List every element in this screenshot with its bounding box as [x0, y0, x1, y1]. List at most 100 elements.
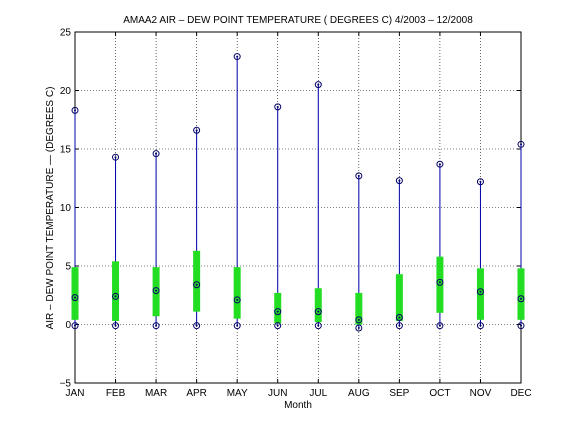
max-marker-dot: [438, 163, 441, 166]
x-tick-label: FEB: [106, 388, 126, 399]
min-marker-dot: [520, 324, 522, 327]
max-marker: [274, 103, 282, 111]
min-marker: [314, 322, 322, 330]
iqr-box: [476, 268, 484, 320]
x-tick-label: MAY: [227, 388, 248, 399]
min-marker: [274, 322, 282, 330]
max-marker: [314, 81, 322, 89]
x-tick-label: AUG: [348, 388, 370, 399]
mean-marker-dot: [479, 290, 482, 293]
min-marker: [517, 322, 525, 330]
min-marker-dot: [438, 324, 441, 327]
mean-marker: [436, 278, 444, 286]
x-tick-label: NOV: [470, 388, 492, 399]
min-marker-dot: [114, 324, 117, 327]
mean-marker: [193, 281, 201, 289]
y-tick-label: 15: [60, 145, 72, 156]
min-marker-dot: [74, 324, 76, 327]
mean-marker-dot: [438, 281, 441, 284]
max-marker: [193, 126, 201, 134]
y-tick-label: 10: [60, 203, 72, 214]
min-marker-dot: [357, 327, 360, 330]
max-marker-dot: [236, 55, 239, 58]
mean-marker-dot: [317, 310, 320, 313]
mean-marker: [233, 296, 241, 304]
max-marker: [436, 160, 444, 168]
x-tick-label: JAN: [66, 388, 85, 399]
min-marker: [233, 322, 241, 330]
mean-marker-dot: [155, 289, 158, 292]
iqr-box: [193, 250, 201, 312]
max-marker-dot: [520, 143, 522, 146]
max-marker-dot: [357, 174, 360, 177]
min-marker: [71, 322, 79, 330]
max-marker: [233, 53, 241, 61]
iqr-box: [274, 292, 282, 324]
max-marker: [517, 140, 525, 148]
max-marker-dot: [195, 129, 198, 132]
chart-title: AMAA2 AIR – DEW POINT TEMPERATURE ( DEGR…: [123, 15, 473, 26]
max-marker-dot: [398, 179, 401, 182]
max-marker: [355, 172, 363, 180]
x-tick-label: DEC: [510, 388, 531, 399]
mean-marker: [112, 292, 120, 300]
mean-marker: [71, 294, 79, 302]
max-marker-dot: [155, 152, 158, 155]
iqr-box: [152, 267, 160, 317]
x-axis-label: Month: [284, 400, 312, 411]
min-marker-dot: [195, 324, 198, 327]
min-marker-dot: [479, 324, 482, 327]
mean-marker-dot: [74, 296, 76, 299]
mean-marker: [395, 313, 403, 321]
mean-marker-dot: [520, 297, 522, 300]
grid-lines: [75, 32, 521, 383]
iqr-box: [314, 288, 322, 323]
mean-marker: [314, 308, 322, 316]
mean-marker-dot: [236, 298, 239, 301]
min-marker-dot: [155, 324, 158, 327]
iqr-box: [112, 261, 120, 321]
x-tick-label: SEP: [389, 388, 409, 399]
max-marker: [476, 178, 484, 186]
x-tick-label: JUN: [268, 388, 287, 399]
series: [71, 53, 525, 332]
mean-marker: [355, 316, 363, 324]
min-marker-dot: [236, 324, 239, 327]
max-marker-dot: [317, 83, 320, 86]
y-tick-label: 0: [65, 320, 71, 331]
x-tick-label: APR: [186, 388, 207, 399]
iqr-box: [71, 267, 79, 320]
min-marker: [476, 322, 484, 330]
mean-marker: [152, 287, 160, 295]
y-tick-label: 5: [65, 262, 71, 273]
mean-marker: [517, 295, 525, 303]
x-axis: JAN FEB MAR APR MAY JUN JUL AUG SEP OCT NOV DEC: [66, 32, 532, 399]
mean-marker-dot: [398, 316, 401, 319]
y-tick-label: 25: [60, 28, 72, 39]
min-marker: [152, 322, 160, 330]
min-marker-dot: [398, 324, 401, 327]
x-tick-label: OCT: [429, 388, 450, 399]
iqr-box: [355, 292, 363, 325]
mean-marker-dot: [114, 295, 117, 298]
max-marker-dot: [276, 105, 279, 108]
iqr-box: [233, 267, 241, 319]
mean-marker-dot: [357, 318, 360, 321]
mean-marker: [274, 308, 282, 316]
iqr-box: [436, 256, 444, 313]
min-marker: [436, 322, 444, 330]
iqr-box: [395, 274, 403, 321]
iqr-box: [517, 268, 525, 320]
min-marker: [193, 322, 201, 330]
x-tick-label: JUL: [309, 388, 327, 399]
min-marker-dot: [276, 324, 279, 327]
mean-marker: [476, 288, 484, 296]
max-marker-dot: [479, 180, 482, 183]
max-marker-dot: [114, 156, 117, 159]
max-marker: [112, 153, 120, 161]
mean-marker-dot: [276, 310, 279, 313]
min-marker: [355, 324, 363, 332]
x-tick-label: MAR: [145, 388, 167, 399]
min-marker: [112, 322, 120, 330]
